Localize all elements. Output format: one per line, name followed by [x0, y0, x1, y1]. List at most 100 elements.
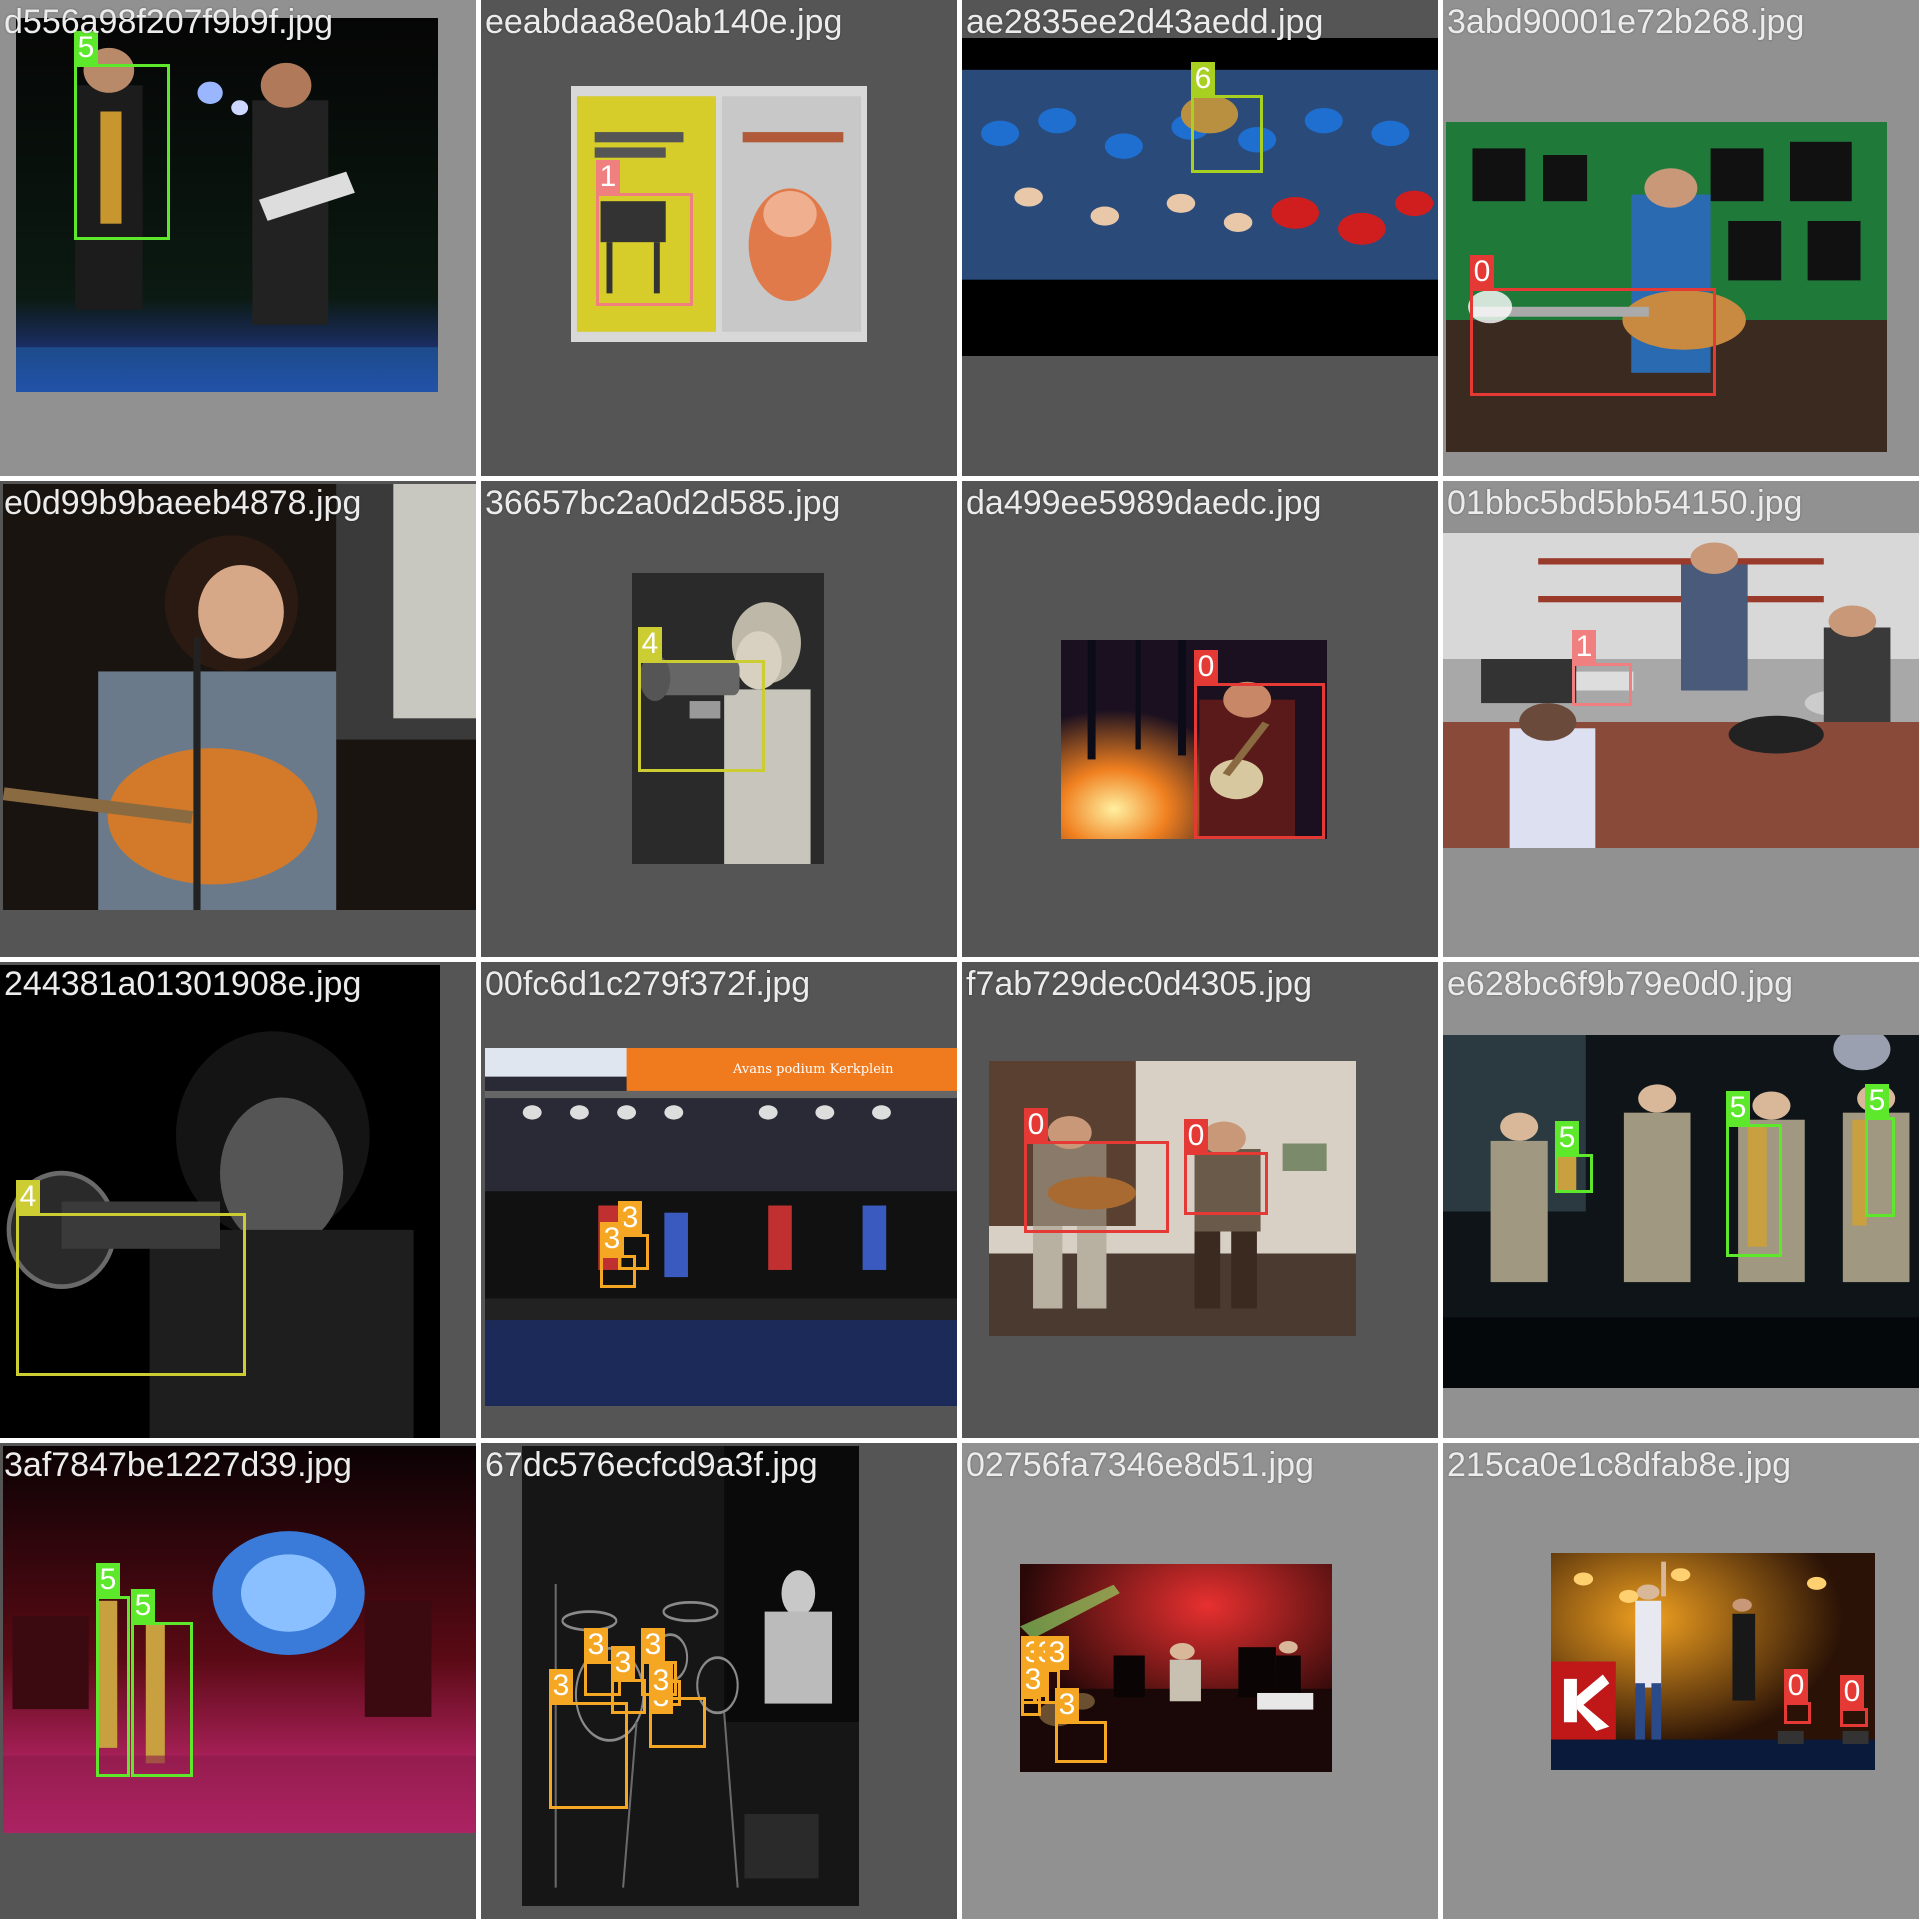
stage-banner: Avans podium Kerkplein — [733, 1062, 894, 1077]
class-label: 5 — [131, 1589, 155, 1623]
detection-box: 5 — [1726, 1091, 1782, 1257]
photo — [0, 965, 440, 1438]
photo — [989, 1061, 1356, 1336]
tile: 4 244381a01301908e.jpg — [0, 962, 476, 1438]
tile: 5 5 3af7847be1227d39.jpg — [0, 1443, 476, 1919]
filename-label: 36657bc2a0d2d585.jpg — [485, 484, 841, 522]
tile: 1 01bbc5bd5bb54150.jpg — [1443, 481, 1919, 957]
class-label: 5 — [74, 31, 98, 65]
class-label: 3 — [649, 1664, 673, 1698]
class-label: 3 — [1055, 1688, 1079, 1722]
detection-box: 0 — [1194, 650, 1325, 839]
class-label: 3 — [611, 1646, 635, 1680]
class-label: 3 — [600, 1222, 624, 1256]
concert-posters-icon — [571, 86, 867, 342]
detection-box: 0 — [1024, 1108, 1169, 1233]
filename-label: ae2835ee2d43aedd.jpg — [966, 3, 1324, 41]
class-label: 6 — [1191, 62, 1215, 96]
filename-label: 3abd90001e72b268.jpg — [1447, 3, 1805, 41]
detection-box: 4 — [16, 1180, 246, 1376]
detection-box: 1 — [1572, 630, 1632, 706]
detection-box: 3 — [584, 1628, 621, 1696]
outdoor-stage-icon — [485, 1048, 957, 1406]
class-label: 0 — [1840, 1675, 1864, 1709]
tile: 5 5 5 e628bc6f9b79e0d0.jpg — [1443, 962, 1919, 1438]
tile: 6 ae2835ee2d43aedd.jpg — [962, 0, 1438, 476]
tile: Avans podium Kerkplein 3 3 00fc6d1c279f3… — [481, 962, 957, 1438]
tile: 0 da499ee5989daedc.jpg — [962, 481, 1438, 957]
tile: 0 0 f7ab729dec0d4305.jpg — [962, 962, 1438, 1438]
class-label: 4 — [16, 1180, 40, 1214]
class-label: 3 — [1021, 1663, 1045, 1697]
filename-label: 00fc6d1c279f372f.jpg — [485, 965, 811, 1003]
detection-box: 3 — [649, 1664, 706, 1748]
singer-with-guitar-icon — [3, 484, 476, 910]
tile: e0d99b9baeeb4878.jpg — [0, 481, 476, 957]
tile: 3 3 3 3 3 02756fa7346e8d51.jpg — [962, 1443, 1438, 1919]
class-label: 0 — [1184, 1119, 1208, 1153]
girl-with-trumpet-icon — [632, 573, 824, 864]
trumpet-player-icon — [0, 965, 440, 1438]
detection-box: 0 — [1184, 1119, 1268, 1215]
detection-box: 5 — [74, 31, 170, 240]
filename-label: 01bbc5bd5bb54150.jpg — [1447, 484, 1803, 522]
saxophonist-and-guitarist-icon — [16, 18, 438, 392]
detection-box: 3 — [600, 1222, 636, 1288]
acoustic-guitarist-icon — [1446, 122, 1887, 452]
photo — [571, 86, 867, 342]
class-label: 4 — [638, 627, 662, 661]
class-label: 1 — [596, 160, 620, 194]
tile: 0 3abd90001e72b268.jpg — [1443, 0, 1919, 476]
tile: 5 d556a98f207f9b9f.jpg — [0, 0, 476, 476]
tile: 1 eeabdaa8e0ab140e.jpg — [481, 0, 957, 476]
detection-box: 3 — [1021, 1663, 1045, 1716]
detection-box: 5 — [1865, 1084, 1895, 1217]
tile: 4 36657bc2a0d2d585.jpg — [481, 481, 957, 957]
class-label: 3 — [584, 1628, 608, 1662]
class-label: 0 — [1470, 255, 1494, 289]
photo — [962, 38, 1438, 356]
class-label: 3 — [618, 1201, 642, 1235]
photo: Avans podium Kerkplein — [485, 1048, 957, 1406]
class-label: 5 — [96, 1563, 120, 1597]
filename-label: 3af7847be1227d39.jpg — [4, 1446, 352, 1484]
filename-label: 02756fa7346e8d51.jpg — [966, 1446, 1314, 1484]
class-label: 3 — [641, 1628, 665, 1662]
photo — [522, 1446, 859, 1906]
red-lit-stage-icon — [3, 1446, 476, 1833]
class-label: 0 — [1784, 1669, 1808, 1703]
detection-box: 5 — [96, 1563, 130, 1777]
photo — [1551, 1553, 1875, 1770]
detection-box: 5 — [1555, 1121, 1593, 1193]
detection-box: 3 — [611, 1646, 646, 1714]
tile: 0 0 215ca0e1c8dfab8e.jpg — [1443, 1443, 1919, 1919]
sports-crowd-icon — [962, 38, 1438, 356]
photo — [3, 1446, 476, 1833]
filename-label: 215ca0e1c8dfab8e.jpg — [1447, 1446, 1792, 1484]
class-label: 1 — [1572, 630, 1596, 664]
band-rehearsal-icon — [1443, 533, 1919, 848]
class-label: 3 — [549, 1669, 573, 1703]
class-label: 0 — [1024, 1108, 1048, 1142]
photo — [632, 573, 824, 864]
class-label: 5 — [1865, 1084, 1889, 1118]
detection-box: 3 — [618, 1201, 649, 1270]
filename-label: e0d99b9baeeb4878.jpg — [4, 484, 362, 522]
photo — [1446, 122, 1887, 452]
filename-label: d556a98f207f9b9f.jpg — [4, 3, 333, 41]
class-label: 5 — [1726, 1091, 1750, 1125]
detection-box: 0 — [1840, 1675, 1868, 1727]
filename-label: da499ee5989daedc.jpg — [966, 484, 1322, 522]
class-label: 3 — [1045, 1636, 1069, 1670]
class-label: 0 — [1194, 650, 1218, 684]
filename-label: f7ab729dec0d4305.jpg — [966, 965, 1312, 1003]
two-guitarists-seated-icon — [989, 1061, 1356, 1336]
photo — [3, 484, 476, 910]
brass-band-stage-icon — [1443, 1035, 1919, 1388]
detection-box: 3 — [1055, 1688, 1107, 1763]
filename-label: 67dc576ecfcd9a3f.jpg — [485, 1446, 818, 1484]
festival-stage-icon — [1551, 1553, 1875, 1770]
detection-box: 1 — [596, 160, 693, 306]
detection-box: 5 — [131, 1589, 193, 1777]
